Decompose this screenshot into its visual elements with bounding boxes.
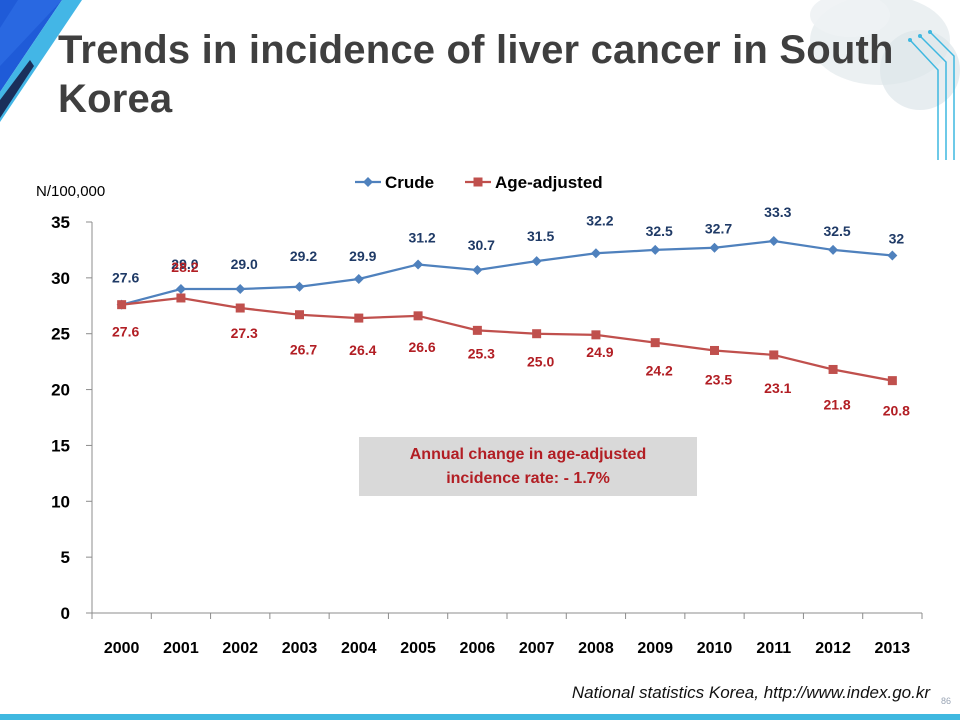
x-tick-label: 2012 xyxy=(815,640,851,657)
source-citation: National statistics Korea, http://www.in… xyxy=(571,683,930,702)
series-layer xyxy=(116,235,898,386)
data-label-crude: 29.9 xyxy=(349,248,376,264)
y-tick-label: 0 xyxy=(61,604,70,623)
data-label-crude: 30.7 xyxy=(468,237,495,253)
legend-label-age-adjusted: Age-adjusted xyxy=(495,173,603,192)
y-tick-label: 10 xyxy=(51,492,70,511)
data-label-age-adjusted: 25.3 xyxy=(468,345,495,361)
data-point-crude xyxy=(709,242,720,253)
data-point-age-adjusted xyxy=(413,311,423,321)
corner-decoration-left xyxy=(0,0,82,122)
data-label-age-adjusted: 25.0 xyxy=(527,354,554,370)
axes: 0 5 10 15 20 25 30 35 2000 2001 2002 2003 2004 2005 20… xyxy=(36,183,923,657)
data-label-crude: 27.6 xyxy=(112,270,139,286)
data-point-age-adjusted xyxy=(591,330,601,340)
data-point-age-adjusted xyxy=(472,325,482,335)
data-point-age-adjusted xyxy=(650,338,660,348)
data-label-crude: 32.7 xyxy=(705,221,732,237)
legend-marker-diamond xyxy=(363,177,373,187)
data-point-crude xyxy=(294,281,305,292)
data-point-crude xyxy=(531,256,542,267)
data-point-age-adjusted xyxy=(532,329,542,339)
x-tick-label: 2010 xyxy=(697,640,733,657)
data-label-age-adjusted: 26.6 xyxy=(408,339,435,355)
bottom-accent-bar xyxy=(0,714,960,720)
y-tick-label: 5 xyxy=(61,548,70,567)
data-label-crude: 32.5 xyxy=(823,223,850,239)
corner-decoration-right xyxy=(810,0,960,160)
data-label-crude: 31.2 xyxy=(408,229,435,245)
data-point-age-adjusted xyxy=(295,310,304,320)
data-point-crude xyxy=(413,259,424,270)
data-point-crude xyxy=(353,273,364,284)
x-tick-label: 2013 xyxy=(875,640,911,657)
data-point-crude xyxy=(235,284,246,295)
data-label-age-adjusted: 27.3 xyxy=(231,325,258,341)
data-point-age-adjusted xyxy=(828,364,838,374)
data-label-crude: 33.3 xyxy=(764,204,791,220)
legend: Crude Age-adjusted xyxy=(355,173,603,192)
data-label-age-adjusted: 24.2 xyxy=(646,363,673,379)
data-point-crude xyxy=(768,235,779,246)
data-point-crude xyxy=(472,265,483,276)
data-point-crude xyxy=(650,244,661,255)
data-point-age-adjusted xyxy=(235,303,245,313)
x-tick-label: 2007 xyxy=(519,640,555,657)
annotation-box: Annual change in age-adjusted incidence … xyxy=(359,437,697,496)
data-labels: 27.6 29.0 29.0 29.2 29.9 31.2 30.7 31.5 32.2 32.5… xyxy=(112,204,910,419)
y-tick-label: 30 xyxy=(51,269,70,288)
data-label-crude: 32.2 xyxy=(586,212,613,228)
y-tick-label: 25 xyxy=(51,325,70,344)
data-label-crude: 32 xyxy=(889,231,905,247)
x-tick-label: 2000 xyxy=(104,640,140,657)
y-axis-unit-label: N/100,000 xyxy=(36,183,105,200)
data-label-crude: 32.5 xyxy=(646,223,673,239)
x-tick-label: 2008 xyxy=(578,640,614,657)
data-point-age-adjusted xyxy=(887,376,897,386)
data-point-crude xyxy=(175,284,186,295)
y-tick-label: 15 xyxy=(51,436,70,455)
data-point-age-adjusted xyxy=(117,300,127,310)
x-tick-label: 2005 xyxy=(400,640,436,657)
data-label-age-adjusted: 23.1 xyxy=(764,380,791,396)
data-label-age-adjusted: 20.8 xyxy=(883,403,910,419)
x-tick-label: 2003 xyxy=(282,640,318,657)
data-label-crude: 31.5 xyxy=(527,228,554,244)
data-point-crude xyxy=(887,250,898,261)
legend-marker-square xyxy=(473,177,483,187)
x-tick-label: 2001 xyxy=(163,640,199,657)
data-point-age-adjusted xyxy=(176,293,186,303)
y-tick-label: 20 xyxy=(51,381,70,400)
data-label-crude: 29.0 xyxy=(171,256,198,272)
x-tick-label: 2002 xyxy=(222,640,258,657)
series-line-crude xyxy=(121,239,893,306)
data-label-crude: 29.0 xyxy=(231,256,258,272)
x-tick-label: 2006 xyxy=(460,640,496,657)
data-label-crude: 29.2 xyxy=(290,248,317,264)
y-tick-label: 35 xyxy=(51,213,70,232)
legend-label-crude: Crude xyxy=(385,173,434,192)
x-tick-label: 2011 xyxy=(756,640,791,657)
data-label-age-adjusted: 26.4 xyxy=(349,342,376,358)
data-label-age-adjusted: 23.5 xyxy=(705,371,732,387)
x-tick-label: 2004 xyxy=(341,640,377,657)
slide-title: Trends in incidence of liver cancer in S… xyxy=(58,28,894,121)
data-point-age-adjusted xyxy=(710,345,719,355)
data-label-age-adjusted: 24.9 xyxy=(586,344,613,360)
annotation-text: Annual change in age-adjusted incidence … xyxy=(409,445,647,487)
x-tick-label: 2009 xyxy=(637,640,673,657)
page-number: 86 xyxy=(941,696,952,706)
data-label-age-adjusted: 26.7 xyxy=(290,342,317,358)
data-point-age-adjusted xyxy=(354,313,364,323)
data-point-crude xyxy=(590,248,601,259)
data-point-age-adjusted xyxy=(769,350,779,360)
series-line-age-adjusted xyxy=(121,296,893,382)
data-label-age-adjusted: 28.2 xyxy=(171,259,198,275)
data-label-age-adjusted: 21.8 xyxy=(823,396,850,412)
data-label-age-adjusted: 27.6 xyxy=(112,324,139,340)
data-point-crude xyxy=(828,244,839,255)
